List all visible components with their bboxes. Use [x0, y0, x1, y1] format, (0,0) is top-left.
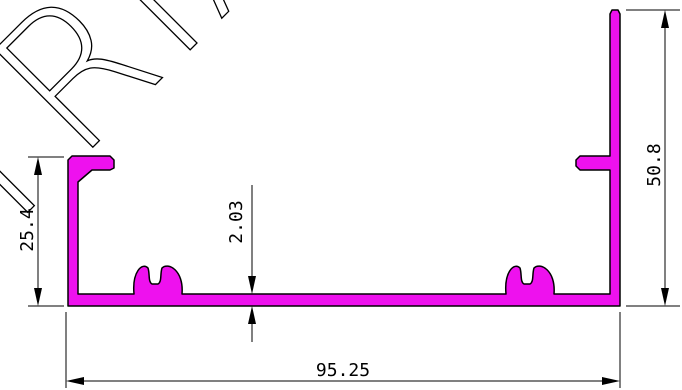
arrow-thickness-top	[248, 276, 256, 294]
arrow-height-top	[661, 10, 669, 28]
watermark: TRIAL	[0, 0, 425, 282]
base-thickness-label: 2.03	[226, 200, 247, 243]
dimension-short-wall-height: 25.4	[17, 156, 64, 307]
dimension-base-thickness: 2.03	[226, 185, 256, 342]
arrow-thickness-bottom	[248, 306, 256, 324]
overall-width-label: 95.25	[316, 360, 370, 381]
channel-profile	[67, 9, 621, 307]
arrow-wall-bottom	[34, 288, 42, 306]
arrow-wall-top	[34, 157, 42, 175]
dimension-overall-width: 95.25	[65, 312, 621, 388]
dimension-overall-height: 50.8	[626, 9, 680, 307]
arrow-width-right	[602, 377, 620, 385]
arrow-width-left	[66, 377, 84, 385]
short-wall-height-label: 25.4	[17, 208, 38, 251]
overall-height-label: 50.8	[644, 143, 665, 186]
watermark-text: TRIAL	[0, 0, 425, 282]
arrow-height-bottom	[661, 288, 669, 306]
